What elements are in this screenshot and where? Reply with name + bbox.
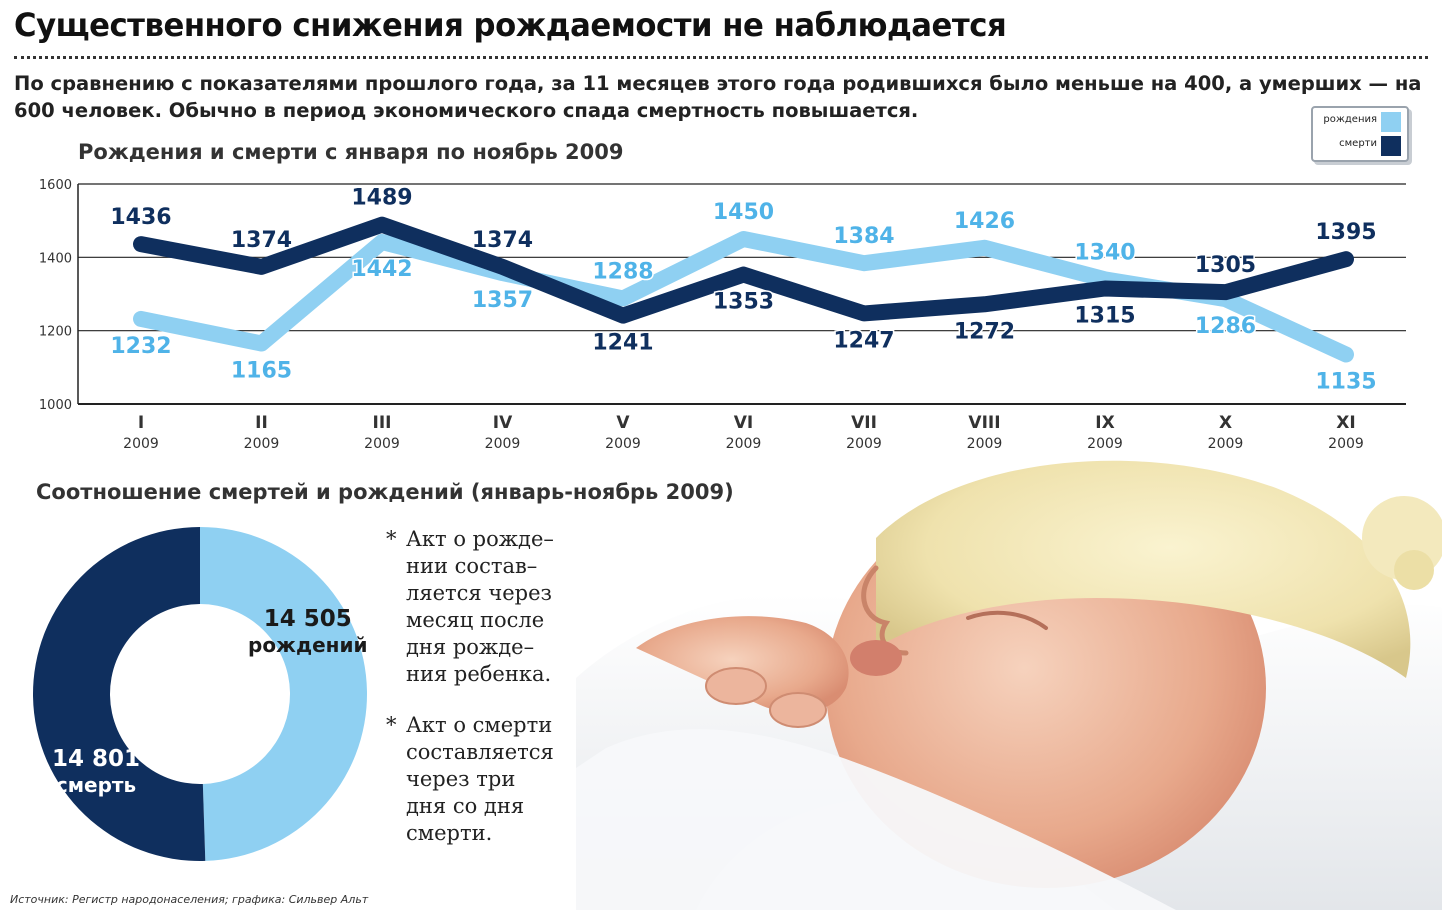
x-tick-year: 2009 bbox=[244, 436, 280, 452]
data-label-deaths: 1272 bbox=[954, 319, 1015, 344]
y-tick-label: 1200 bbox=[39, 325, 72, 340]
data-label-births: 1357 bbox=[472, 288, 533, 313]
legend-item-deaths: смерти bbox=[1313, 134, 1407, 156]
donut-chart bbox=[32, 527, 367, 861]
legend-swatch-births bbox=[1381, 112, 1401, 132]
donut-label-deaths-number: 14 801 bbox=[52, 746, 141, 772]
legend-label-births: рождения bbox=[1323, 114, 1377, 125]
data-label-births: 1384 bbox=[833, 224, 894, 249]
x-tick-year: 2009 bbox=[1328, 436, 1364, 452]
headline: Существенного снижения рождаемости не на… bbox=[14, 6, 1007, 44]
donut-label-births-number: 14 505 bbox=[263, 606, 352, 632]
data-label-deaths: 1395 bbox=[1315, 220, 1376, 245]
x-tick-label: XI bbox=[1336, 413, 1355, 433]
footnote-star: * bbox=[386, 713, 397, 737]
data-label-deaths: 1241 bbox=[592, 331, 653, 356]
data-label-deaths: 1247 bbox=[833, 328, 894, 353]
x-tick-label: IV bbox=[493, 413, 513, 433]
series-line-deaths bbox=[133, 216, 1354, 324]
footnote-birth-act-text: Акт о рожде– нии состав– ляется через ме… bbox=[406, 527, 554, 686]
data-label-births: 1442 bbox=[351, 257, 412, 282]
x-tick-year: 2009 bbox=[967, 436, 1003, 452]
donut-chart-title: Соотношение смертей и рождений (январь-н… bbox=[36, 480, 734, 504]
data-label-deaths: 1436 bbox=[110, 205, 171, 230]
source-credit: Источник: Регистр народонаселения; графи… bbox=[10, 893, 369, 906]
data-label-deaths: 1353 bbox=[713, 290, 774, 315]
data-label-births: 1286 bbox=[1195, 314, 1256, 339]
dotted-divider bbox=[14, 56, 1428, 59]
sleeping-baby-illustration bbox=[576, 460, 1442, 910]
x-tick-label: VI bbox=[734, 413, 753, 433]
data-label-deaths: 1374 bbox=[472, 228, 533, 253]
legend-swatch-deaths bbox=[1381, 136, 1401, 156]
x-tick-label: X bbox=[1219, 413, 1232, 433]
x-tick-year: 2009 bbox=[605, 436, 641, 452]
y-tick-label: 1400 bbox=[39, 251, 72, 266]
footnote-death-act-text: Акт о смерти составляется через три дня … bbox=[406, 713, 554, 845]
x-tick-year: 2009 bbox=[1087, 436, 1123, 452]
y-tick-label: 1000 bbox=[39, 398, 72, 413]
x-tick-year: 2009 bbox=[485, 436, 521, 452]
donut-slice-births bbox=[200, 527, 367, 861]
sleeping-baby-photo bbox=[576, 448, 1442, 910]
x-tick-year: 2009 bbox=[846, 436, 882, 452]
line-chart-title: Рождения и смерти с января по ноябрь 200… bbox=[78, 140, 624, 164]
legend-item-births: рождения bbox=[1313, 110, 1407, 132]
x-tick-label: VII bbox=[851, 413, 877, 433]
donut-label-deaths-text: смерть bbox=[55, 773, 137, 797]
data-label-births: 1426 bbox=[954, 209, 1015, 234]
data-label-deaths: 1489 bbox=[351, 186, 412, 211]
x-tick-label: II bbox=[255, 413, 268, 433]
donut-label-births: 14 505 рождений bbox=[248, 606, 368, 658]
legend-label-deaths: смерти bbox=[1339, 138, 1377, 149]
x-tick-year: 2009 bbox=[1208, 436, 1244, 452]
x-tick-label: V bbox=[616, 413, 630, 433]
data-label-deaths: 1305 bbox=[1195, 253, 1256, 278]
x-tick-year: 2009 bbox=[726, 436, 762, 452]
data-label-births: 1450 bbox=[713, 200, 774, 225]
x-tick-label: IX bbox=[1095, 413, 1114, 433]
data-label-births: 1340 bbox=[1074, 240, 1135, 265]
lead-paragraph: По сравнению с показателями прошлого год… bbox=[14, 72, 1422, 122]
data-label-deaths: 1315 bbox=[1074, 304, 1135, 329]
x-tick-year: 2009 bbox=[123, 436, 159, 452]
line-chart: 1000 1200 1400 1600 I 2009 II 2009 III 2009 IV 2009… bbox=[39, 178, 1406, 452]
x-tick-label: VIII bbox=[968, 413, 1000, 433]
data-label-births: 1288 bbox=[592, 259, 653, 284]
x-tick-year: 2009 bbox=[364, 436, 400, 452]
donut-label-births-text: рождений bbox=[248, 633, 368, 657]
footnote-star: * bbox=[386, 527, 397, 551]
chart-legend: рождения смерти bbox=[1311, 106, 1409, 162]
footnote-death-act: * Акт о смерти составляется через три дн… bbox=[386, 712, 576, 847]
x-tick-label: III bbox=[373, 413, 392, 433]
x-tick-label: I bbox=[138, 413, 144, 433]
data-label-births: 1135 bbox=[1315, 370, 1376, 395]
donut-label-deaths: 14 801 смерть bbox=[52, 746, 140, 798]
y-tick-label: 1600 bbox=[39, 178, 72, 193]
footnote-birth-act: * Акт о рожде– нии состав– ляется через … bbox=[386, 526, 576, 688]
data-label-births: 1232 bbox=[110, 334, 171, 359]
data-label-births: 1165 bbox=[231, 359, 292, 384]
donut-slice-deaths bbox=[32, 527, 206, 861]
data-label-deaths: 1374 bbox=[231, 228, 292, 253]
